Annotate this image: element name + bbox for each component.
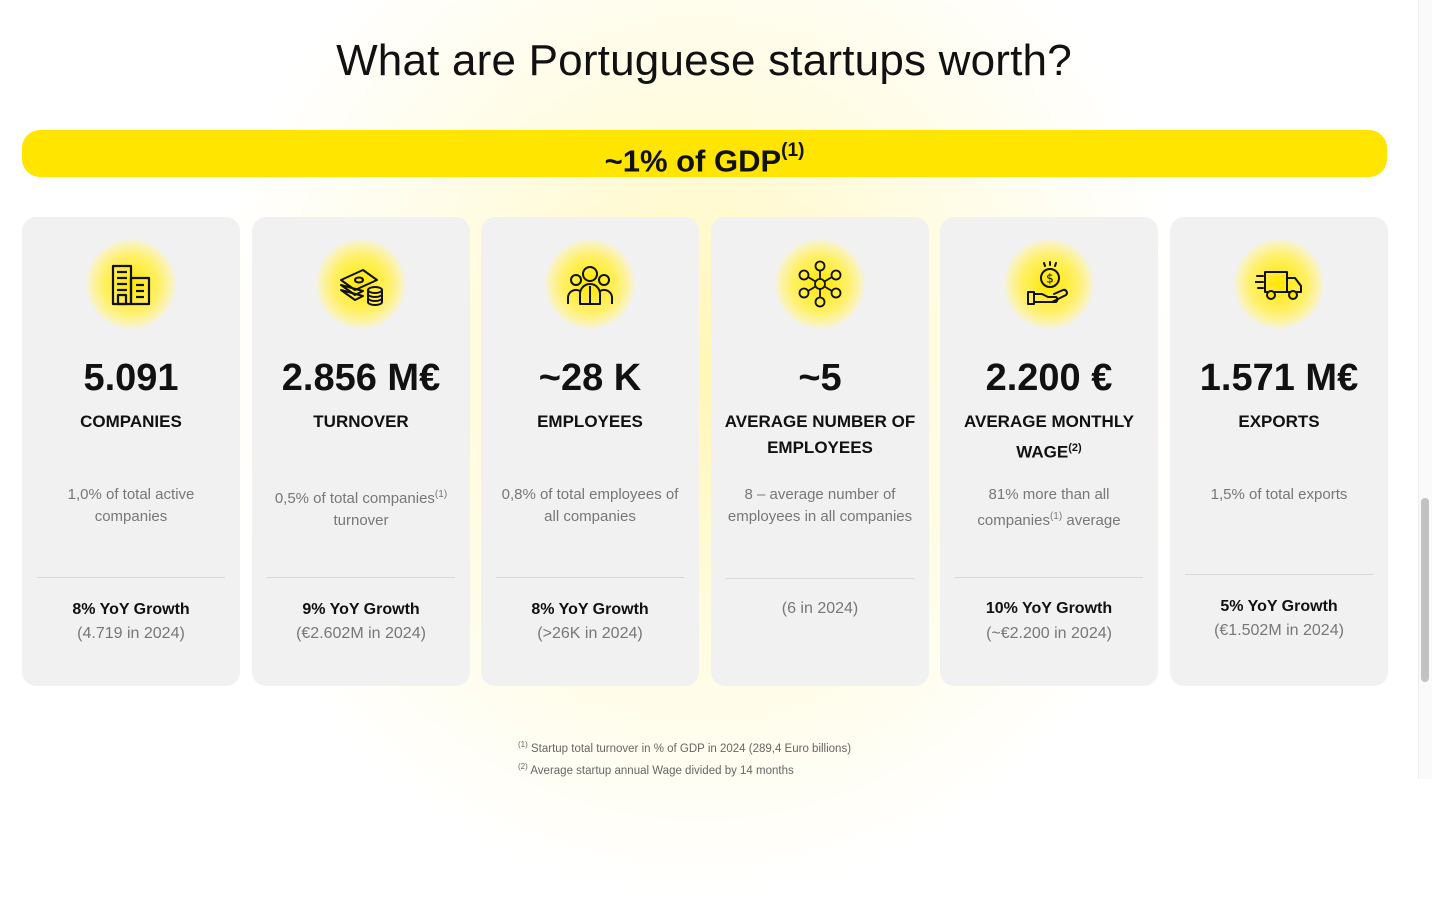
- stat-card-turnover: 2.856 M€ TURNOVER 0,5% of total companie…: [252, 217, 470, 686]
- stat-description: 1,0% of total active companies: [34, 484, 228, 527]
- stat-label: AVERAGE MONTHLY WAGE(2): [948, 409, 1150, 466]
- footnote-marker: (2): [518, 761, 528, 771]
- buildings-icon: [86, 239, 176, 329]
- stat-label-text: EMPLOYEES: [537, 412, 643, 431]
- stat-label: EMPLOYEES: [489, 409, 691, 435]
- coin-hand-icon: $: [1004, 239, 1094, 329]
- stat-description-text: 1,5% of total exports: [1210, 486, 1348, 503]
- previous-year-value: (~€2.200 in 2024): [986, 625, 1112, 642]
- card-divider: [267, 577, 455, 578]
- previous-year-value: (6 in 2024): [781, 600, 859, 617]
- stat-description-text-end: turnover: [333, 511, 389, 529]
- footnotes: (1) Startup total turnover in % of GDP i…: [518, 736, 851, 780]
- stat-description-text: 8 – average number of employees in all c…: [727, 486, 913, 525]
- growth-text: 10% YoY Growth: [985, 600, 1113, 617]
- stat-label: EXPORTS: [1178, 409, 1380, 435]
- stat-description: 8 – average number of employees in all c…: [723, 484, 917, 527]
- stat-label-text: EXPORTS: [1238, 412, 1320, 431]
- stat-value: 1.571 M€: [1199, 357, 1359, 399]
- card-divider: [496, 577, 684, 578]
- stat-label: TURNOVER: [260, 409, 462, 435]
- footnote-ref: (1): [434, 489, 448, 500]
- stat-description-text: 1,0% of total active companies: [67, 486, 195, 525]
- previous-year-value: (4.719 in 2024): [77, 625, 185, 642]
- delivery-truck-icon: [1234, 239, 1324, 329]
- stat-label-text: TURNOVER: [313, 412, 409, 431]
- stat-description-text: 0,5% of total companies: [274, 490, 435, 507]
- stat-card-employees: ~28 K EMPLOYEES 0,8% of total employees …: [481, 217, 699, 686]
- stat-card-companies: 5.091 COMPANIES 1,0% of total active com…: [22, 217, 240, 686]
- stat-label-text: AVERAGE MONTHLY WAGE: [963, 412, 1135, 462]
- stat-description: 1,5% of total exports: [1182, 484, 1376, 506]
- gdp-banner: ~1% of GDP(1): [22, 130, 1387, 179]
- footnote-1: (1) Startup total turnover in % of GDP i…: [518, 736, 851, 758]
- gdp-banner-text: ~1% of GDP: [604, 143, 782, 179]
- footnote-text: Average startup annual Wage divided by 1…: [530, 764, 794, 777]
- stat-label-text: AVERAGE NUMBER OF EMPLOYEES: [724, 412, 916, 457]
- footnote-ref: (2): [1068, 442, 1082, 454]
- card-divider: [1185, 574, 1373, 575]
- stat-label: COMPANIES: [30, 409, 232, 435]
- gdp-banner-footnote-ref: (1): [781, 140, 805, 161]
- previous-year-value: (€1.502M in 2024): [1214, 622, 1344, 639]
- growth-text: 9% YoY Growth: [302, 601, 420, 618]
- stat-description-text: 0,8% of total employees of all companies: [501, 486, 679, 525]
- previous-year-value: (€2.602M in 2024): [296, 625, 426, 642]
- stat-card-exports: 1.571 M€ EXPORTS 1,5% of total exports 5…: [1170, 217, 1388, 686]
- stat-value: ~5: [798, 357, 842, 399]
- stat-description: 0,5% of total companies(1) turnover: [264, 484, 458, 531]
- growth-text: 5% YoY Growth: [1220, 598, 1338, 615]
- page-title: What are Portuguese startups worth?: [336, 36, 1072, 85]
- growth-text: 8% YoY Growth: [72, 601, 190, 618]
- money-stack-icon: [316, 239, 406, 329]
- footnote-2: (2) Average startup annual Wage divided …: [518, 758, 851, 780]
- stat-card-average-employees: ~5 AVERAGE NUMBER OF EMPLOYEES 8 – avera…: [711, 217, 929, 686]
- stat-description: 0,8% of total employees of all companies: [493, 484, 687, 527]
- footnote-text: Startup total turnover in % of GDP in 20…: [530, 742, 852, 755]
- stat-label: AVERAGE NUMBER OF EMPLOYEES: [719, 409, 921, 461]
- previous-year-value: (>26K in 2024): [537, 625, 643, 642]
- card-divider: [955, 577, 1143, 578]
- stat-value: 5.091: [83, 357, 179, 399]
- stat-description: 81% more than all companies(1) average: [952, 484, 1146, 531]
- stat-card-monthly-wage: $ 2.200 € AVERAGE MONTHLY WAGE(2) 81% mo…: [940, 217, 1158, 686]
- footnote-marker: (1): [518, 740, 528, 749]
- stat-value: ~28 K: [538, 357, 642, 399]
- people-group-icon: [545, 239, 635, 329]
- card-divider: [726, 578, 914, 579]
- footnote-ref: (1): [1049, 510, 1063, 522]
- stat-description-text: 81% more than all companies: [977, 486, 1110, 529]
- network-people-icon: [775, 239, 865, 329]
- scrollbar-thumb[interactable]: [1421, 498, 1429, 682]
- stat-description-text-end: average: [1066, 511, 1121, 529]
- stat-value: 2.200 €: [985, 357, 1113, 399]
- card-divider: [37, 577, 225, 578]
- svg-text:$: $: [1046, 272, 1054, 286]
- growth-text: 8% YoY Growth: [531, 601, 649, 618]
- stat-value: 2.856 M€: [281, 357, 441, 399]
- stat-label-text: COMPANIES: [80, 412, 182, 431]
